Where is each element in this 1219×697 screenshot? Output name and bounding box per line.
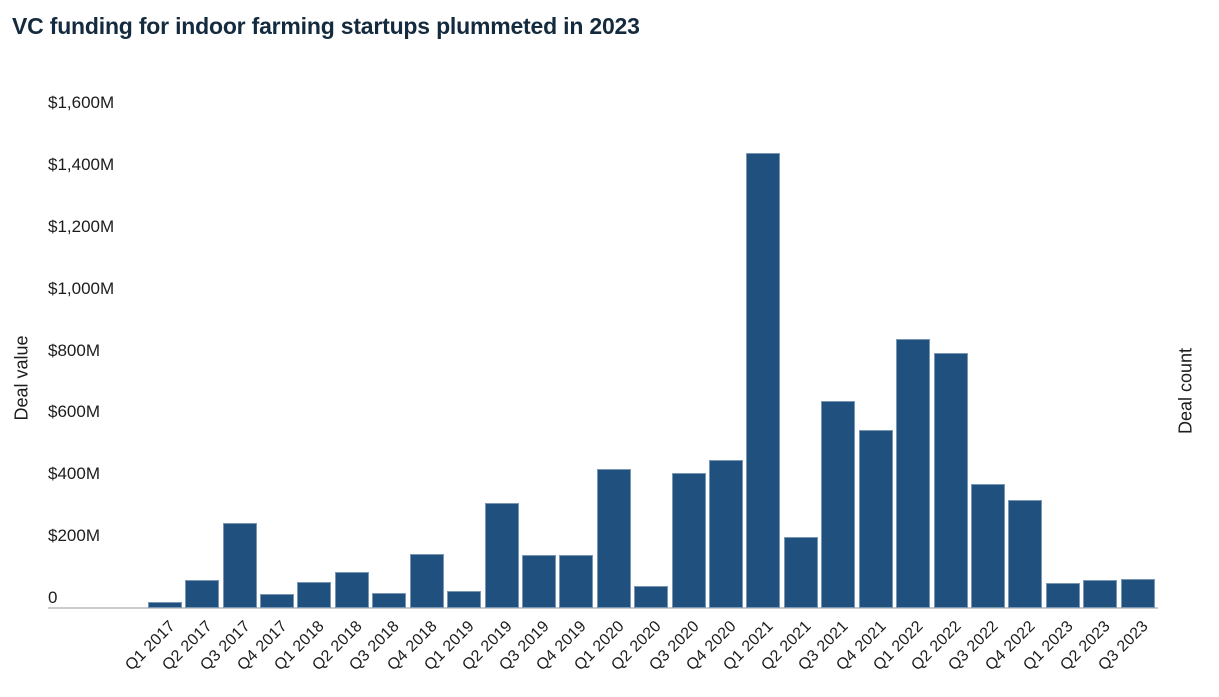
bar-q3-2021 [821, 400, 856, 608]
y-axis-tick-label: $1,000M [48, 278, 115, 298]
chart-title: VC funding for indoor farming startups p… [12, 13, 640, 39]
bar-q1-2017 [147, 601, 182, 608]
bar-q4-2017 [260, 594, 294, 608]
bar-q4-2022 [1008, 499, 1043, 608]
bar-q3-2022 [970, 484, 1005, 609]
bar-q3-2017 [222, 522, 257, 608]
bar-q1-2019 [447, 591, 482, 608]
y-axis-tick-label: $1,200M [48, 216, 115, 236]
bar-q2-2022 [933, 352, 968, 608]
secondary-y-axis-title: Deal count [1175, 347, 1196, 435]
y-axis-tick-label: $400M [48, 464, 100, 484]
y-axis-title: Deal value [11, 335, 32, 421]
x-axis-baseline [48, 607, 1158, 609]
bar-q3-2018 [372, 592, 407, 608]
bar-q2-2020 [634, 586, 669, 608]
bar-q2-2023 [1083, 580, 1118, 608]
bar-q1-2020 [596, 468, 631, 608]
bar-q4-2019 [559, 555, 594, 608]
bar-q1-2023 [1045, 583, 1080, 609]
y-axis-tick-label: $200M [48, 526, 100, 546]
bar-q4-2021 [858, 430, 893, 608]
bar-q3-2023 [1120, 578, 1155, 608]
bar-q4-2020 [709, 459, 743, 608]
bar-q1-2022 [896, 338, 931, 608]
bar-q2-2018 [334, 572, 369, 608]
y-axis-tick-label: $1,400M [48, 154, 115, 174]
y-axis-tick-label: $600M [48, 402, 100, 422]
bar-q3-2019 [521, 555, 556, 608]
bar-q1-2021 [746, 153, 781, 608]
bar-q2-2021 [783, 536, 818, 608]
bar-q3-2020 [671, 473, 706, 608]
bar-q4-2018 [409, 553, 444, 608]
y-axis-tick-label: $1,600M [48, 93, 115, 112]
y-axis-tick-label: $800M [48, 340, 100, 360]
bar-q1-2018 [297, 581, 332, 608]
bar-q2-2017 [185, 580, 220, 608]
y-axis-tick-label: 0 [48, 588, 58, 607]
bar-q2-2019 [484, 502, 519, 608]
